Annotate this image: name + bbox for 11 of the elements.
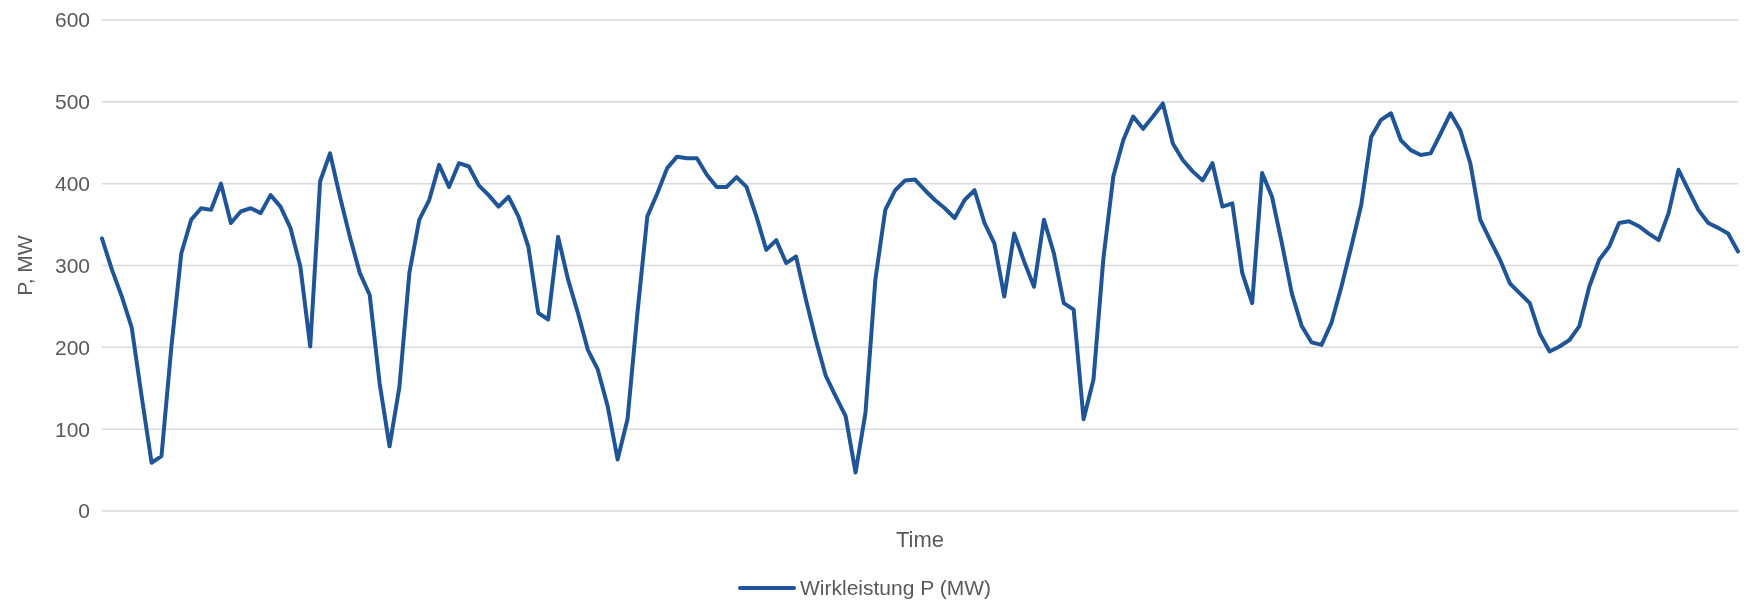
y-tick-label: 300: [54, 253, 90, 277]
y-tick-label: 0: [78, 499, 90, 523]
y-tick-label: 400: [54, 172, 90, 196]
line-series: [100, 101, 1740, 475]
y-tick-label: 600: [54, 8, 90, 32]
y-tick-label: 200: [54, 335, 90, 359]
y-axis-title: P, MW: [13, 235, 36, 296]
y-tick-label: 100: [54, 417, 90, 441]
legend-label: Wirkleistung P (MW): [800, 576, 991, 599]
x-axis-title: Time: [895, 527, 945, 552]
y-tick-label: 500: [54, 90, 90, 114]
